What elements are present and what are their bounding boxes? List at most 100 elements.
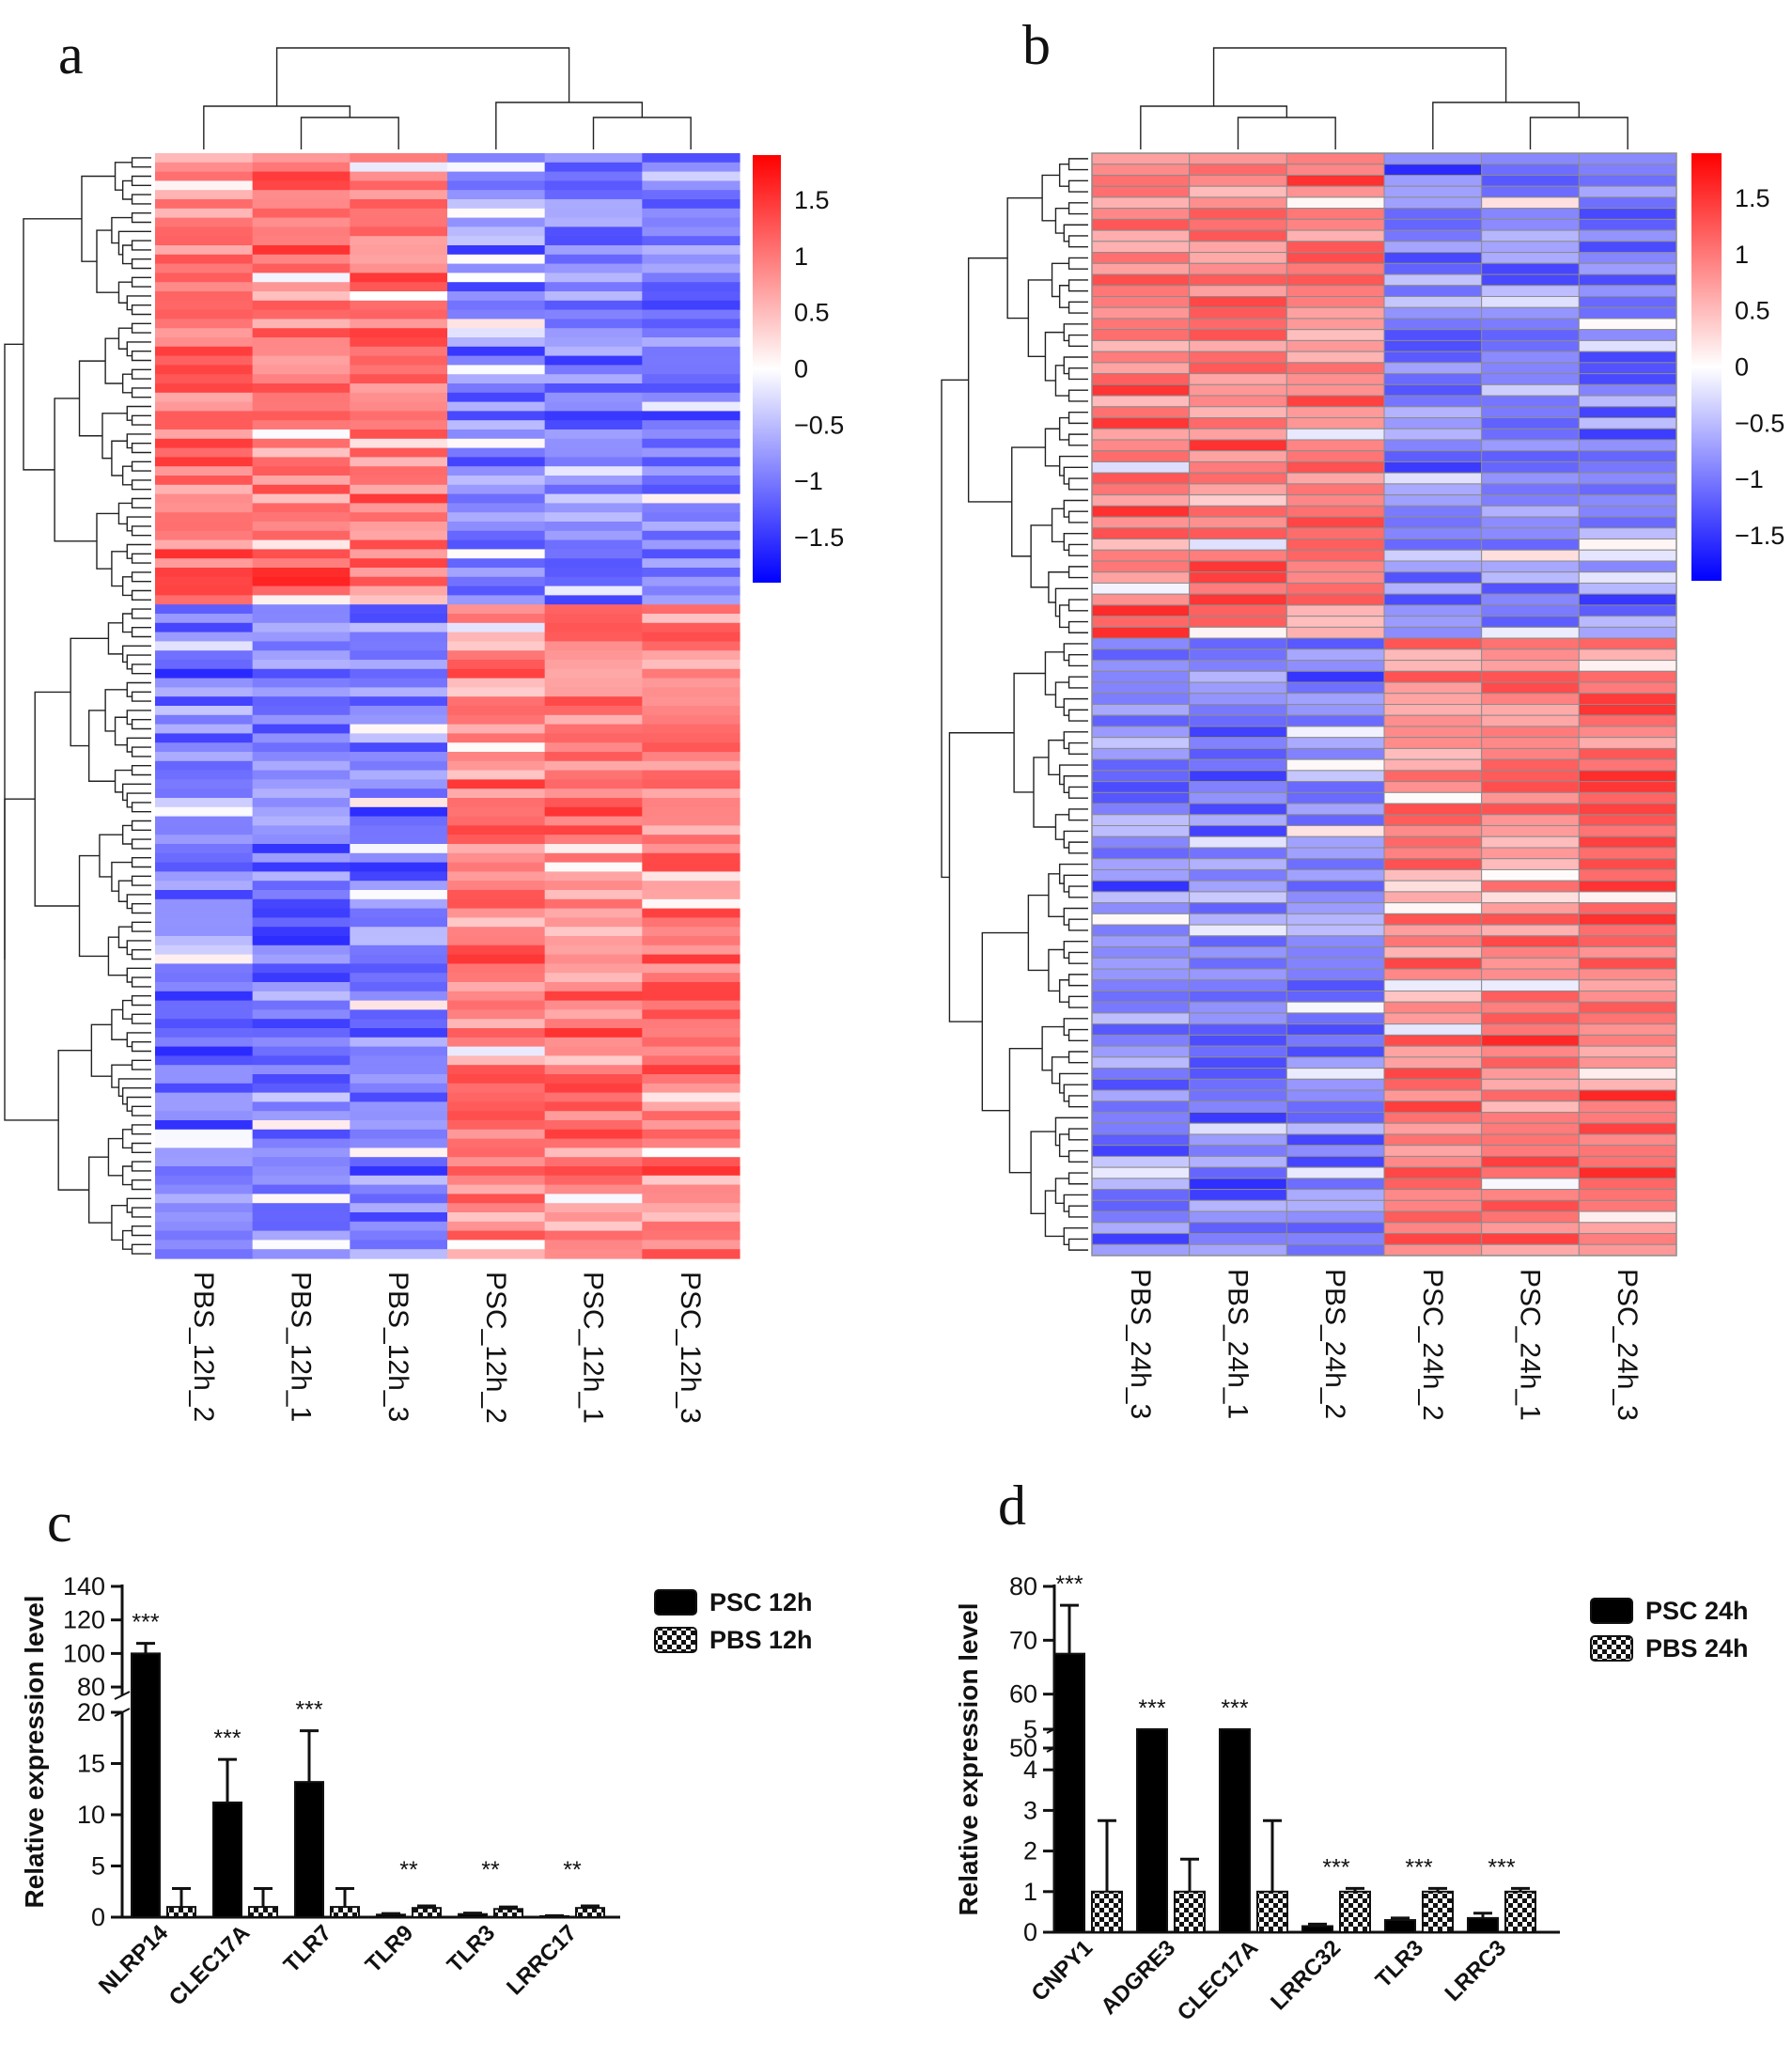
- heatmap-cell: [1481, 968, 1580, 981]
- legend-label: PSC 24h: [1645, 1597, 1749, 1625]
- heatmap-cell: [642, 1019, 740, 1029]
- heatmap-cell: [447, 788, 546, 799]
- heatmap-cell: [1189, 670, 1287, 683]
- heatmap-cell: [155, 273, 254, 283]
- y-tick-label: 2: [1023, 1837, 1037, 1865]
- heatmap-cell: [1189, 935, 1287, 948]
- heatmap-cell: [1383, 295, 1483, 308]
- heatmap-cell: [1091, 1210, 1191, 1224]
- heatmap-cell: [1091, 339, 1191, 352]
- heatmap-cell: [155, 852, 254, 864]
- heatmap-cell: [1189, 406, 1287, 419]
- heatmap-cell: [447, 696, 546, 707]
- heatmap-cell: [350, 476, 448, 486]
- heatmap-cell: [1091, 637, 1191, 650]
- row-dendrogram-link: [1067, 477, 1088, 491]
- heatmap-cell: [447, 374, 546, 384]
- heatmap-cell: [1091, 868, 1191, 882]
- row-dendrogram-link: [90, 1023, 112, 1077]
- heatmap-cell: [350, 724, 448, 734]
- heatmap-cell: [544, 917, 643, 928]
- heatmap-cell: [1286, 835, 1385, 849]
- heatmap-cell: [350, 604, 448, 615]
- heatmap-cell: [155, 208, 254, 219]
- column-label: PSC_24h_2: [1417, 1269, 1448, 1421]
- row-dendrogram-link: [1063, 907, 1088, 926]
- heatmap-cell: [1481, 318, 1580, 331]
- heatmap-cell: [1091, 1089, 1191, 1102]
- heatmap-cell: [1189, 527, 1287, 540]
- heatmap-cell: [544, 539, 643, 550]
- heatmap-cell: [252, 770, 351, 780]
- heatmap-cell: [155, 1212, 254, 1223]
- heatmap-cell: [642, 503, 740, 513]
- heatmap-cell: [1189, 1222, 1287, 1235]
- heatmap-cell: [350, 190, 448, 200]
- heatmap-cell: [1091, 968, 1191, 981]
- heatmap-cell: [1481, 990, 1580, 1003]
- heatmap-cell: [447, 291, 546, 302]
- legend-label: PBS 24h: [1645, 1634, 1749, 1663]
- heatmap-cell: [1286, 902, 1385, 914]
- heatmap-cell: [1578, 1089, 1677, 1102]
- heatmap-cell: [1189, 196, 1287, 210]
- heatmap-cell: [1286, 461, 1385, 474]
- heatmap-cell: [350, 844, 448, 854]
- heatmap-cell: [1286, 1012, 1385, 1025]
- heatmap-cell: [155, 1194, 254, 1204]
- heatmap-cell: [252, 309, 351, 320]
- row-dendrogram-link: [1063, 1226, 1088, 1245]
- row-dendrogram-link: [1058, 604, 1069, 629]
- heatmap-cell: [350, 355, 448, 366]
- heatmap-cell: [350, 1028, 448, 1038]
- row-dendrogram-link: [126, 654, 151, 670]
- heatmap-cell: [1481, 791, 1580, 804]
- heatmap-cell: [1578, 417, 1677, 429]
- heatmap-cell: [447, 1240, 546, 1250]
- bar-control: [1422, 1890, 1454, 1934]
- heatmap-cell: [1189, 516, 1287, 529]
- heatmap-cell: [350, 291, 448, 302]
- heatmap-cell: [1286, 737, 1385, 749]
- heatmap-cell: [1578, 1233, 1677, 1245]
- heatmap-cell: [1383, 164, 1483, 176]
- heatmap-cell: [350, 171, 448, 181]
- heatmap-cell: [1286, 152, 1385, 165]
- heatmap-cell: [350, 1203, 448, 1213]
- heatmap-cell: [155, 1092, 254, 1102]
- heatmap-cell: [1383, 174, 1483, 187]
- heatmap-cell: [252, 273, 351, 283]
- heatmap-cell: [252, 365, 351, 375]
- heatmap-cell: [1383, 560, 1483, 573]
- heatmap-cell: [1091, 693, 1191, 706]
- heatmap-cell: [1481, 1222, 1580, 1235]
- row-dendrogram-link: [104, 689, 128, 732]
- heatmap-cell: [544, 1009, 643, 1020]
- row-dendrogram-link: [131, 903, 151, 914]
- heatmap-cell: [252, 355, 351, 366]
- heatmap-cell: [1578, 383, 1677, 397]
- bar-control: [1091, 1890, 1123, 1934]
- bar-control: [493, 1908, 523, 1919]
- heatmap-cell: [642, 917, 740, 928]
- row-dendrogram-link: [131, 1041, 151, 1053]
- heatmap-cell: [544, 328, 643, 338]
- row-dendrogram-link: [117, 926, 132, 948]
- column-dendrogram-link: [300, 117, 399, 149]
- heatmap-cell: [642, 1092, 740, 1102]
- heatmap-cell: [1189, 273, 1287, 287]
- colorbar-tick: −0.5: [794, 411, 844, 439]
- heatmap-cell: [642, 226, 740, 237]
- heatmap-cell: [1091, 1068, 1191, 1080]
- heatmap-cell: [1578, 803, 1677, 816]
- heatmap-cell: [642, 742, 740, 753]
- heatmap-cell: [1189, 1112, 1287, 1124]
- row-dendrogram-link: [1067, 974, 1088, 987]
- heatmap-cell: [350, 1175, 448, 1186]
- heatmap-cell: [252, 881, 351, 891]
- heatmap-cell: [155, 982, 254, 992]
- colorbar-tick: −1: [1735, 465, 1764, 493]
- row-dendrogram-link: [1067, 1051, 1088, 1064]
- heatmap-cell: [642, 383, 740, 394]
- column-dendrogram-link: [203, 105, 351, 149]
